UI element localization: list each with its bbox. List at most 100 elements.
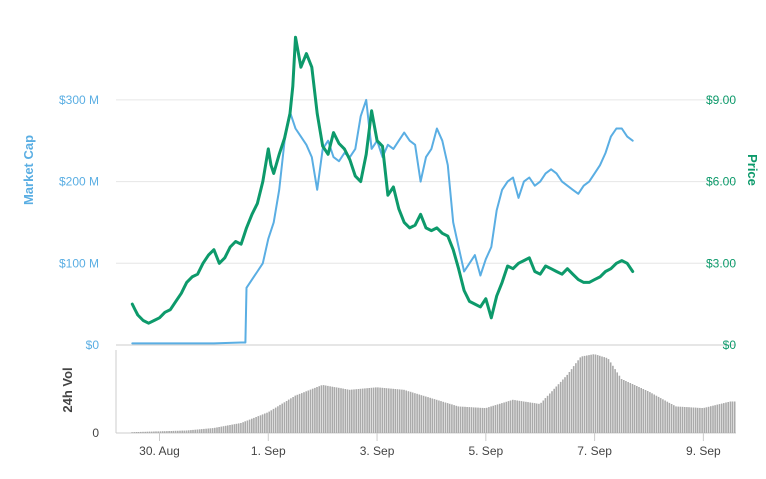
volume-bar-5 xyxy=(142,431,144,433)
volume-bar-122 xyxy=(396,389,399,433)
volume-bar-104 xyxy=(357,389,360,433)
volume-bar-272 xyxy=(723,403,725,433)
volume-bar-65 xyxy=(272,408,275,433)
volume-bar-151 xyxy=(459,406,462,433)
volume-bar-60 xyxy=(261,414,264,433)
volume-bar-227 xyxy=(625,381,627,433)
volume-bar-3 xyxy=(137,432,140,433)
volume-bar-198 xyxy=(562,379,564,433)
volume-bar-144 xyxy=(444,402,447,433)
volume-bar-131 xyxy=(416,393,418,433)
volume-bar-40 xyxy=(218,427,220,433)
volume-bar-250 xyxy=(675,406,677,433)
volume-bar-218 xyxy=(605,357,608,433)
volume-bar-271 xyxy=(720,403,723,433)
x-tick-label-2: 3. Sep xyxy=(360,444,395,458)
volume-bar-75 xyxy=(294,395,297,433)
y-tick-label-right-0: $0 xyxy=(723,338,737,352)
volume-bar-119 xyxy=(390,388,392,433)
volume-bar-256 xyxy=(688,407,690,433)
volume-bar-62 xyxy=(266,412,268,433)
volume-bar-267 xyxy=(712,405,714,433)
volume-bar-111 xyxy=(372,387,375,433)
volume-bar-23 xyxy=(181,430,183,433)
volume-bar-147 xyxy=(451,404,453,433)
volume-bar-238 xyxy=(649,392,651,433)
volume-bar-1 xyxy=(133,432,136,433)
volume-bar-209 xyxy=(586,355,588,433)
volume-bar-177 xyxy=(516,400,518,433)
volume-bar-245 xyxy=(664,400,666,433)
volume-bar-188 xyxy=(540,402,542,433)
volume-bar-16 xyxy=(166,431,168,433)
volume-bar-164 xyxy=(488,407,490,433)
volume-bar-242 xyxy=(657,396,660,433)
y-tick-label-right-2: $6.00 xyxy=(706,175,736,189)
volume-bar-63 xyxy=(268,411,270,433)
volume-bar-89 xyxy=(324,385,327,433)
volume-bar-174 xyxy=(509,400,512,433)
volume-bar-186 xyxy=(535,403,538,433)
volume-bar-19 xyxy=(172,430,175,433)
volume-bar-106 xyxy=(361,388,364,433)
volume-bar-200 xyxy=(566,374,568,433)
volume-bar-97 xyxy=(342,388,344,433)
volume-bar-81 xyxy=(307,390,310,433)
volume-bar-166 xyxy=(492,405,494,433)
volume-bar-258 xyxy=(692,407,695,433)
volume-bar-125 xyxy=(403,389,405,433)
volume-bar-66 xyxy=(274,407,277,433)
volume-bar-205 xyxy=(577,360,579,433)
volume-bar-264 xyxy=(705,407,708,433)
volume-bar-157 xyxy=(472,407,475,433)
volume-bar-51 xyxy=(242,422,244,433)
volume-bar-22 xyxy=(179,430,181,433)
volume-bar-130 xyxy=(414,393,416,433)
volume-bar-246 xyxy=(666,401,669,433)
volume-bar-259 xyxy=(694,407,697,433)
y-tick-label-right-1: $3.00 xyxy=(706,256,736,270)
volume-bar-42 xyxy=(222,426,225,433)
volume-bar-80 xyxy=(305,391,307,433)
volume-bar-234 xyxy=(640,388,642,433)
volume-bar-251 xyxy=(677,406,679,433)
volume-bar-183 xyxy=(529,402,531,433)
axis-title-24h-vol: 24h Vol xyxy=(60,367,75,412)
volume-bar-270 xyxy=(718,404,721,433)
volume-bar-133 xyxy=(420,395,423,433)
volume-bar-56 xyxy=(253,417,255,433)
volume-bar-208 xyxy=(583,355,586,433)
volume-bar-268 xyxy=(714,405,716,433)
volume-bar-152 xyxy=(462,406,464,433)
volume-bar-118 xyxy=(388,388,390,433)
volume-bar-196 xyxy=(557,384,560,433)
volume-bar-263 xyxy=(703,407,706,433)
volume-bar-116 xyxy=(383,388,386,433)
volume-bar-168 xyxy=(496,404,499,433)
volume-bar-257 xyxy=(690,407,692,433)
volume-bar-226 xyxy=(623,380,625,433)
volume-bar-6 xyxy=(144,431,146,433)
volume-bar-156 xyxy=(470,407,473,433)
volume-bar-249 xyxy=(673,405,675,433)
volume-bar-142 xyxy=(440,401,442,433)
axis-title-price: Price xyxy=(745,154,760,186)
volume-bar-189 xyxy=(542,400,545,433)
volume-bar-112 xyxy=(375,387,377,433)
volume-bar-219 xyxy=(607,359,610,433)
volume-bar-98 xyxy=(344,389,347,433)
volume-bar-223 xyxy=(616,372,618,433)
volume-bar-71 xyxy=(285,401,288,433)
volume-bar-197 xyxy=(559,381,562,433)
volume-bar-73 xyxy=(290,398,292,433)
volume-bar-67 xyxy=(277,406,279,433)
volume-bar-135 xyxy=(425,396,427,433)
volume-bar-220 xyxy=(609,362,612,433)
volume-bar-160 xyxy=(479,407,481,433)
volume-bar-165 xyxy=(490,406,492,433)
volume-bar-49 xyxy=(237,423,240,433)
axis-title-market-cap: Market Cap xyxy=(21,135,36,205)
volume-bar-121 xyxy=(394,389,397,433)
volume-bar-248 xyxy=(670,404,673,433)
volume-bar-182 xyxy=(527,402,529,433)
